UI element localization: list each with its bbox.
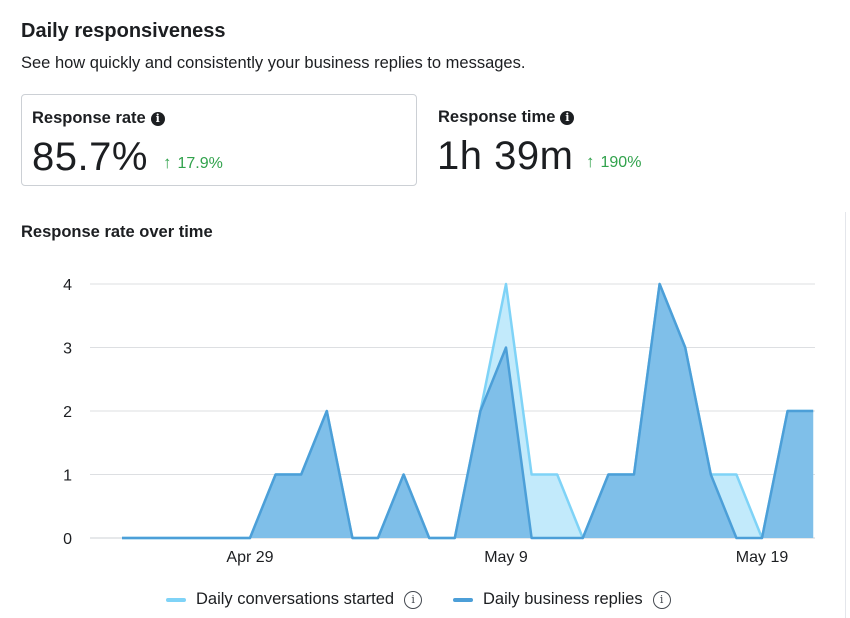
info-icon[interactable]: i: [150, 111, 165, 126]
response-rate-label: Response rate: [32, 109, 146, 127]
response-rate-delta: ↑ 17.9%: [163, 153, 223, 173]
y-tick-label: 0: [63, 531, 72, 548]
legend-swatch-replies: [453, 597, 473, 602]
response-time-delta-value: 190%: [600, 154, 642, 171]
page-subtitle: See how quickly and consistently your bu…: [21, 54, 526, 72]
legend-label-conversations: Daily conversations started: [196, 590, 395, 608]
arrow-up-icon: ↑: [163, 153, 172, 172]
legend-item-replies[interactable]: Daily business replies i: [453, 590, 671, 609]
x-tick-label: May 9: [484, 549, 528, 566]
response-time-value: 1h 39m: [437, 134, 574, 178]
response-rate-value: 85.7%: [32, 135, 148, 179]
response-time-label: Response time: [438, 108, 556, 126]
y-tick-label: 2: [63, 404, 72, 421]
legend-swatch-conversations: [166, 597, 186, 602]
info-icon[interactable]: i: [404, 590, 423, 609]
panel-divider: [845, 212, 846, 618]
legend-label-replies: Daily business replies: [483, 590, 643, 608]
y-tick-label: 3: [63, 341, 72, 358]
response-time-card: Response time i 1h 39m ↑ 190%: [428, 94, 828, 186]
series-line-replies: [122, 282, 814, 540]
y-tick-label: 1: [63, 468, 72, 485]
x-tick-label: May 19: [736, 549, 789, 566]
chart-title: Response rate over time: [21, 223, 213, 241]
y-tick-label: 4: [63, 277, 72, 294]
page-title: Daily responsiveness: [21, 20, 226, 42]
response-rate-chart: 0 1 2 3 4 Apr 29 May 9 May 19: [63, 277, 815, 566]
info-icon[interactable]: i: [560, 110, 575, 125]
arrow-up-icon: ↑: [586, 152, 595, 171]
chart-legend: Daily conversations started i Daily busi…: [0, 590, 850, 616]
legend-item-conversations[interactable]: Daily conversations started i: [166, 590, 423, 609]
response-time-delta: ↑ 190%: [586, 152, 641, 172]
response-rate-delta-value: 17.9%: [177, 155, 223, 172]
x-tick-label: Apr 29: [226, 549, 273, 566]
info-icon[interactable]: i: [652, 590, 671, 609]
response-rate-card: Response rate i 85.7% ↑ 17.9%: [21, 94, 417, 186]
